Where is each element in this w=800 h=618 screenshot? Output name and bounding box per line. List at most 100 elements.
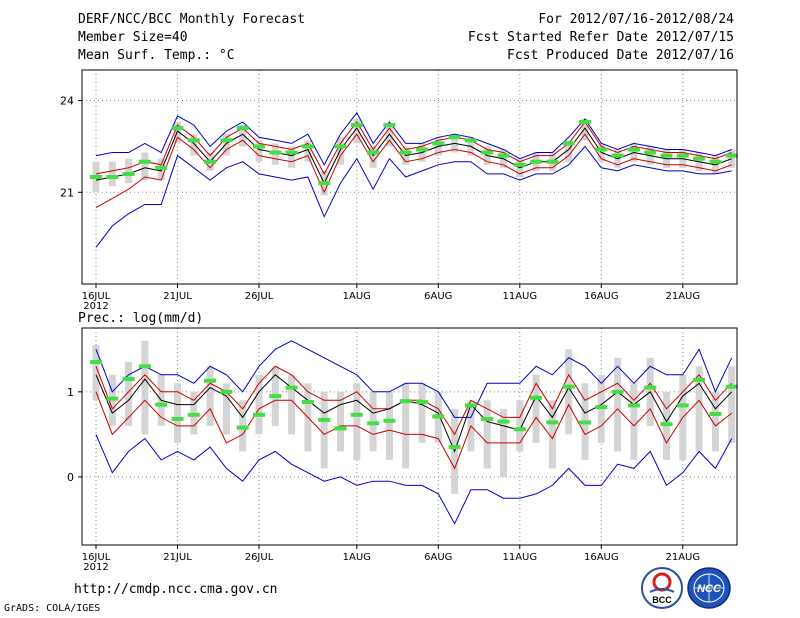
panel1-spread-bar — [304, 140, 312, 162]
panel2-marker — [269, 394, 282, 399]
panel1-marker — [350, 123, 363, 128]
panel1-marker — [464, 138, 477, 143]
panel2-series-min — [95, 434, 733, 525]
source-url[interactable]: http://cmdp.ncc.cma.gov.cn — [74, 582, 278, 597]
panel2-spread-bar — [630, 383, 638, 460]
panel2-spread-bar — [728, 366, 736, 443]
bcc-logo: BCC — [641, 567, 683, 609]
panel2-marker — [579, 420, 591, 425]
panel2-marker — [448, 445, 461, 450]
panel2-marker — [530, 395, 543, 400]
panel1-marker — [481, 150, 494, 155]
panel2-x-tick-label: 1AUG — [343, 552, 371, 563]
panel2-marker — [644, 385, 657, 390]
panel2-spread-bar — [483, 400, 491, 469]
panel1-marker — [187, 138, 200, 143]
panel2-spread-bar — [385, 391, 393, 460]
panel1-marker — [90, 175, 102, 179]
panel1-marker — [497, 153, 510, 158]
panel1-spread-bar — [141, 152, 149, 181]
panel2-spread-bar — [92, 345, 100, 401]
panel2-marker — [106, 396, 119, 401]
panel2-marker — [497, 419, 510, 424]
panel1-marker — [693, 156, 706, 161]
panel2-spread-bar — [548, 400, 556, 469]
panel1-y-tick-label: 24 — [60, 95, 74, 108]
panel2-marker — [432, 414, 445, 419]
panel1-spread-bar — [222, 134, 230, 156]
svg-text:NCC: NCC — [697, 583, 722, 595]
panel1-spread-bar — [385, 125, 393, 147]
panel1-marker — [595, 147, 608, 152]
panel2-marker — [171, 417, 184, 422]
panel2-x-tick-label: 26JUL — [245, 552, 274, 563]
panel1-x-tick-label: 11AUG — [502, 291, 537, 302]
temperature-panel-title: Mean Surf. Temp.: °C — [78, 48, 235, 63]
panel1-x-tick-label: 1AUG — [343, 291, 371, 302]
panel1-marker — [155, 165, 168, 170]
panel2-marker — [301, 400, 314, 405]
panel2-series-mean — [95, 374, 733, 453]
panel1-x-year-label: 2012 — [83, 301, 108, 312]
panel1-marker — [285, 150, 298, 155]
svg-text:BCC: BCC — [652, 595, 672, 605]
panel1-spread-bar — [353, 118, 361, 144]
panel2-marker — [285, 385, 298, 390]
panel2-spread-bar — [565, 349, 573, 435]
panel1-spread-bar — [125, 158, 133, 184]
panel2-marker — [627, 403, 640, 408]
panel2-marker — [236, 425, 249, 430]
panel1-x-tick-label: 21AUG — [665, 291, 700, 302]
panel1-x-tick-label: 6AUG — [424, 291, 452, 302]
panel1-marker — [253, 144, 265, 149]
panel1-marker — [448, 135, 461, 140]
member-size-label: Member Size=40 — [78, 30, 188, 45]
forecast-period-label: For 2012/07/16-2012/08/24 — [538, 12, 734, 27]
panel1-series-p10 — [95, 133, 732, 209]
panel2-marker — [416, 400, 428, 405]
panel1-x-tick-label: 21JUL — [163, 291, 192, 302]
panel2-marker — [464, 403, 477, 408]
panel2-spread-bar — [402, 383, 410, 469]
panel2-x-tick-label: 16JUL — [82, 552, 111, 563]
panel2-marker — [367, 421, 380, 426]
panel2-series-max — [95, 340, 733, 418]
panel2-marker — [220, 389, 233, 394]
panel1-marker — [138, 159, 151, 164]
panel1-marker — [513, 162, 526, 167]
panel2-marker — [155, 402, 168, 407]
panel1-series-min — [95, 145, 732, 248]
chart-title: DERF/NCC/BCC Monthly Forecast — [78, 12, 305, 27]
panel1-marker — [106, 175, 119, 179]
panel2-spread-bar — [532, 374, 540, 443]
panel2-marker — [709, 411, 722, 416]
panel1-marker — [660, 153, 673, 158]
panel2-x-year-label: 2012 — [83, 562, 108, 573]
panel2-marker — [187, 412, 200, 417]
panel1-marker — [611, 153, 624, 158]
panel1-series-p90 — [95, 121, 732, 175]
panel2-title: Prec.: log(mm/d) — [78, 311, 203, 326]
panel2-marker — [383, 418, 396, 423]
panel1-marker — [204, 159, 217, 164]
panel2-marker — [253, 412, 265, 417]
panel1-x-tick-label: 16AUG — [584, 291, 619, 302]
panel2-spread-bar — [141, 340, 149, 435]
panel1-spread-bar — [369, 146, 377, 168]
panel2-spread-bar — [125, 362, 133, 426]
panel2-marker — [546, 420, 559, 425]
panel2-series-p10 — [95, 391, 733, 470]
panel1-marker — [269, 150, 282, 155]
panel1-spread-bar — [190, 134, 198, 156]
panel2-spread-bar — [222, 383, 230, 435]
panel1-marker — [220, 138, 233, 143]
panel2-x-tick-label: 16AUG — [584, 552, 619, 563]
panel1-x-tick-label: 16JUL — [82, 291, 111, 302]
panel2-marker — [660, 422, 673, 427]
grads-credit: GrADS: COLA/IGES — [4, 603, 101, 614]
panel2-spread-bar — [255, 374, 263, 435]
panel1-marker — [171, 126, 184, 131]
panel2-spread-bar — [320, 391, 328, 469]
panel2-marker — [138, 364, 151, 369]
panel2-marker — [334, 426, 347, 431]
